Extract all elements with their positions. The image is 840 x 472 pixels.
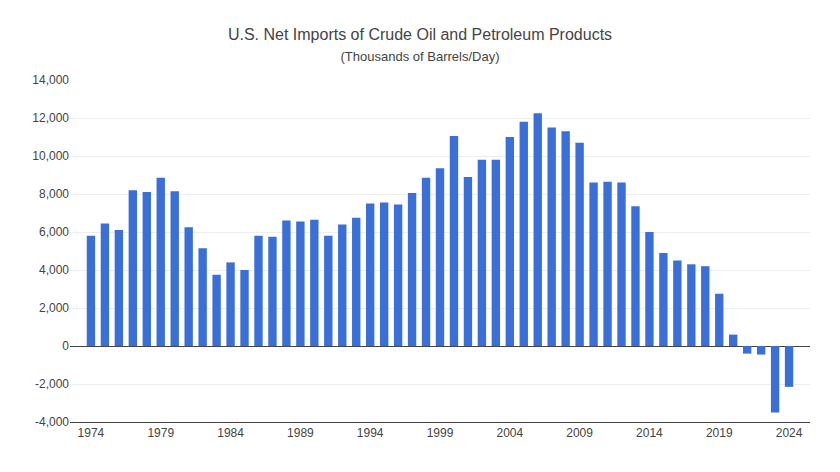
svg-text:6,000: 6,000 [39, 225, 69, 239]
svg-text:1999: 1999 [427, 426, 454, 440]
svg-text:2004: 2004 [496, 426, 523, 440]
svg-text:4,000: 4,000 [39, 263, 69, 277]
svg-text:-2,000: -2,000 [35, 377, 69, 391]
svg-text:12,000: 12,000 [32, 111, 69, 125]
svg-text:-4,000: -4,000 [35, 415, 69, 429]
svg-text:10,000: 10,000 [32, 149, 69, 163]
svg-text:U.S. Net Imports of Crude Oil: U.S. Net Imports of Crude Oil and Petrol… [228, 26, 612, 64]
svg-text:1974: 1974 [78, 426, 105, 440]
svg-text:1994: 1994 [357, 426, 384, 440]
svg-text:14,000: 14,000 [32, 73, 69, 87]
svg-text:1984: 1984 [217, 426, 244, 440]
svg-text:1979: 1979 [147, 426, 174, 440]
svg-text:2014: 2014 [636, 426, 663, 440]
svg-text:2009: 2009 [566, 426, 593, 440]
svg-text:2019: 2019 [706, 426, 733, 440]
svg-text:0: 0 [62, 339, 69, 353]
svg-text:8,000: 8,000 [39, 187, 69, 201]
svg-text:1989: 1989 [287, 426, 314, 440]
svg-text:2024: 2024 [776, 426, 803, 440]
svg-text:2,000: 2,000 [39, 301, 69, 315]
